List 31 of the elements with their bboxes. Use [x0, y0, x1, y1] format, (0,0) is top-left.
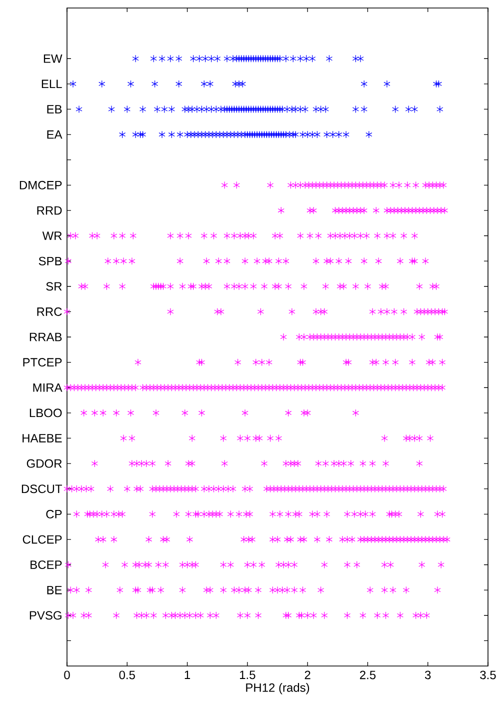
x-tick-label: 3	[424, 670, 431, 680]
y-tick-label: RRC	[37, 307, 62, 316]
y-tick-label: EW	[44, 54, 62, 63]
y-tick-label: RRAB	[30, 332, 62, 342]
y-tick-label: MIRA	[33, 383, 62, 392]
y-tick-label: DSCUT	[22, 484, 62, 494]
y-tick-label: BE	[47, 586, 62, 594]
y-tick-label: PVSG	[30, 611, 62, 620]
y-tick-label: CP	[46, 510, 62, 518]
x-tick-label: 0	[64, 670, 70, 680]
y-tick-label: SR	[46, 282, 62, 291]
y-tick-label: SPB	[38, 256, 62, 266]
x-tick-label: 3.5	[480, 670, 496, 680]
y-tick-label: RRD	[37, 206, 62, 215]
x-tick-label: 2	[304, 670, 310, 680]
y-tick-label: EB	[47, 105, 62, 114]
y-tick-label: WR	[42, 232, 62, 240]
y-tick-label: EA	[47, 130, 62, 139]
y-tick-label: CLCEP	[22, 535, 62, 544]
x-tick-label: 1	[184, 670, 190, 679]
x-tick-label: 2.5	[360, 670, 376, 680]
y-tick-label: ELL	[42, 80, 62, 88]
y-tick-label: BCEP	[30, 560, 62, 570]
y-tick-label: LBOO	[30, 408, 62, 418]
y-tick-label: DMCEP	[20, 180, 62, 190]
y-tick-label: PTCEP	[23, 358, 62, 367]
x-tick-label: 0.5	[119, 670, 135, 680]
y-tick-label: GDOR	[26, 459, 62, 468]
x-axis-title: PH12 (rads)	[246, 683, 310, 694]
x-tick-label: 1.5	[240, 670, 256, 680]
y-tick-label: HAEBE	[22, 434, 62, 442]
